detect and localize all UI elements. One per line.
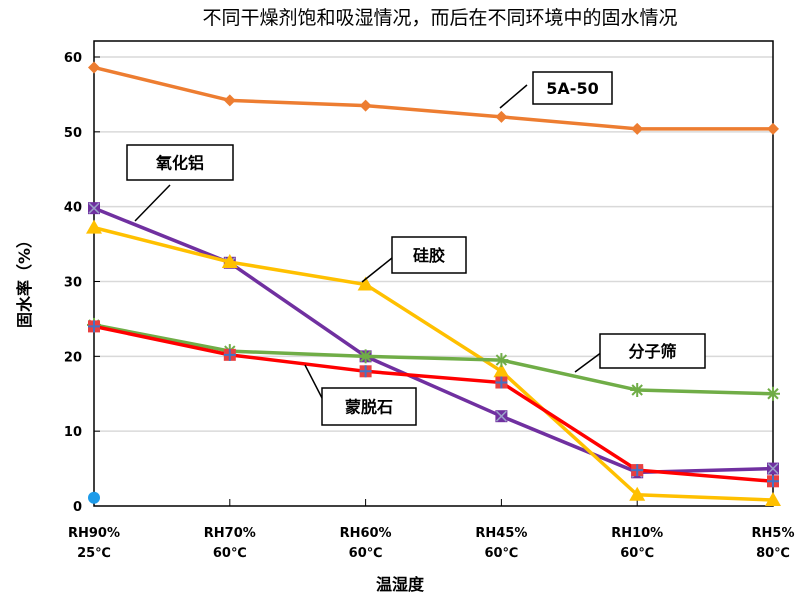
- series-5A-50: [88, 61, 779, 135]
- star-stroke: [495, 354, 508, 366]
- x-tick-label: 80℃: [756, 546, 790, 561]
- plus-cross: [495, 376, 508, 389]
- x-cross: [495, 410, 507, 422]
- callout-box: [599, 333, 706, 369]
- series-line: [93, 323, 774, 396]
- x-tick-label: RH90%: [68, 526, 120, 541]
- square-x-marker: [495, 410, 508, 423]
- series-硅胶: [86, 219, 781, 507]
- callout-氧化铝: 氧化铝: [126, 144, 234, 222]
- series-label: 氧化铝: [155, 154, 204, 173]
- star-marker: [630, 383, 645, 398]
- star-marker: [766, 386, 780, 401]
- series-label: 分子筛: [628, 342, 676, 361]
- callout-leader: [574, 351, 603, 373]
- x-tick-label: RH60%: [340, 526, 392, 541]
- diamond-marker: [88, 61, 100, 74]
- diamond-marker: [223, 94, 236, 107]
- callout-leader: [499, 84, 528, 109]
- extra-point: [88, 491, 100, 504]
- square-x-marker: [767, 462, 779, 475]
- x-tick-label: RH5%: [752, 526, 795, 541]
- series-label: 硅胶: [413, 246, 445, 265]
- series-line: [93, 324, 774, 484]
- x-tick-label: 25℃: [77, 546, 111, 561]
- callout-box: [321, 387, 417, 426]
- callout-leader: [304, 364, 323, 399]
- y-tick-label: 0: [73, 500, 82, 515]
- plus-cross: [88, 320, 100, 333]
- plus-cross: [223, 348, 236, 361]
- plot-area: [93, 40, 774, 507]
- callout-分子筛: 分子筛: [574, 333, 706, 373]
- triangle-marker: [86, 219, 102, 234]
- series-label: 5A-50: [546, 79, 598, 98]
- callout-leader: [134, 184, 171, 222]
- series-蒙脱石: [88, 320, 779, 488]
- x-tick-label: 60℃: [620, 546, 654, 561]
- callout-硅胶: 硅胶: [361, 236, 467, 283]
- callout-蒙脱石: 蒙脱石: [304, 364, 417, 426]
- star-stroke: [631, 384, 643, 396]
- triangle-marker: [765, 492, 781, 507]
- y-axis-label: 固水率（%）: [15, 232, 34, 328]
- callout-box: [126, 144, 234, 181]
- diamond-marker: [359, 99, 372, 112]
- x-tick-label: 60℃: [213, 546, 247, 561]
- plus-cross: [767, 475, 779, 488]
- square-plus-marker: [631, 464, 644, 477]
- x-cross: [88, 202, 100, 214]
- triangle-marker: [493, 363, 510, 378]
- diamond-marker: [631, 122, 644, 135]
- x-tick-label: RH70%: [204, 526, 256, 541]
- series-line: [93, 225, 774, 502]
- plus-cross: [631, 464, 644, 477]
- square-plus-marker: [88, 320, 100, 333]
- square-plus-marker: [767, 475, 779, 488]
- diamond-marker: [495, 110, 508, 123]
- plus-cross: [359, 365, 372, 378]
- callout-box: [532, 71, 613, 105]
- triangle-marker: [221, 254, 238, 269]
- y-tick-label: 10: [64, 425, 82, 440]
- y-tick-label: 20: [64, 350, 82, 365]
- x-cross: [767, 463, 779, 475]
- chart-title: 不同干燥剂饱和吸湿情况，而后在不同环境中的固水情况: [202, 7, 677, 29]
- x-tick-label: 60℃: [484, 546, 518, 561]
- callout-5A-50: 5A-50: [499, 71, 613, 109]
- triangle-marker: [357, 276, 374, 291]
- x-tick-label: 60℃: [349, 546, 383, 561]
- x-axis-label: 温湿度: [375, 575, 425, 594]
- series-line: [93, 65, 773, 131]
- star-stroke: [359, 350, 372, 363]
- star-marker: [358, 349, 373, 364]
- y-tick-label: 50: [64, 126, 82, 141]
- y-tick-label: 30: [64, 276, 82, 291]
- callout-leader: [361, 257, 393, 283]
- x-tick-label: RH10%: [611, 526, 663, 541]
- y-tick-label: 40: [64, 201, 82, 216]
- series-label: 蒙脱石: [345, 398, 393, 417]
- triangle-marker: [629, 486, 646, 501]
- square-plus-marker: [359, 365, 372, 378]
- diamond-marker: [767, 122, 779, 135]
- square-plus-marker: [495, 376, 508, 389]
- star-stroke: [767, 388, 779, 400]
- y-tick-label: 60: [64, 51, 82, 66]
- callout-box: [391, 236, 467, 274]
- x-tick-label: RH45%: [475, 526, 527, 541]
- square-plus-marker: [223, 348, 236, 361]
- star-marker: [494, 353, 509, 368]
- square-x-marker: [88, 202, 100, 215]
